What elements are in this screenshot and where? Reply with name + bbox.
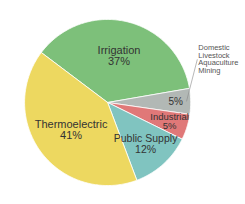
svg-text:Public Supply12%: Public Supply12% (114, 132, 178, 155)
svg-text:DomesticLivestockAquacultureMi: DomesticLivestockAquacultureMining (198, 43, 238, 75)
svg-text:Thermoelectric41%: Thermoelectric41% (35, 118, 108, 141)
svg-text:Irrigation37%: Irrigation37% (98, 44, 141, 67)
svg-text:Industrial5%: Industrial5% (150, 111, 189, 131)
svg-text:5%: 5% (169, 96, 184, 107)
